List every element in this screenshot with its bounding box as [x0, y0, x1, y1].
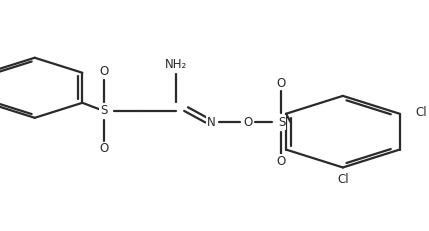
Text: S: S — [100, 104, 107, 117]
Text: O: O — [277, 77, 286, 90]
Text: O: O — [243, 116, 252, 129]
Text: O: O — [277, 155, 286, 168]
Text: O: O — [99, 65, 109, 78]
Text: Cl: Cl — [416, 106, 427, 119]
Text: NH₂: NH₂ — [165, 58, 187, 71]
Text: N: N — [207, 116, 216, 129]
Text: S: S — [278, 116, 285, 129]
Text: O: O — [99, 143, 109, 155]
Text: Cl: Cl — [337, 173, 349, 185]
